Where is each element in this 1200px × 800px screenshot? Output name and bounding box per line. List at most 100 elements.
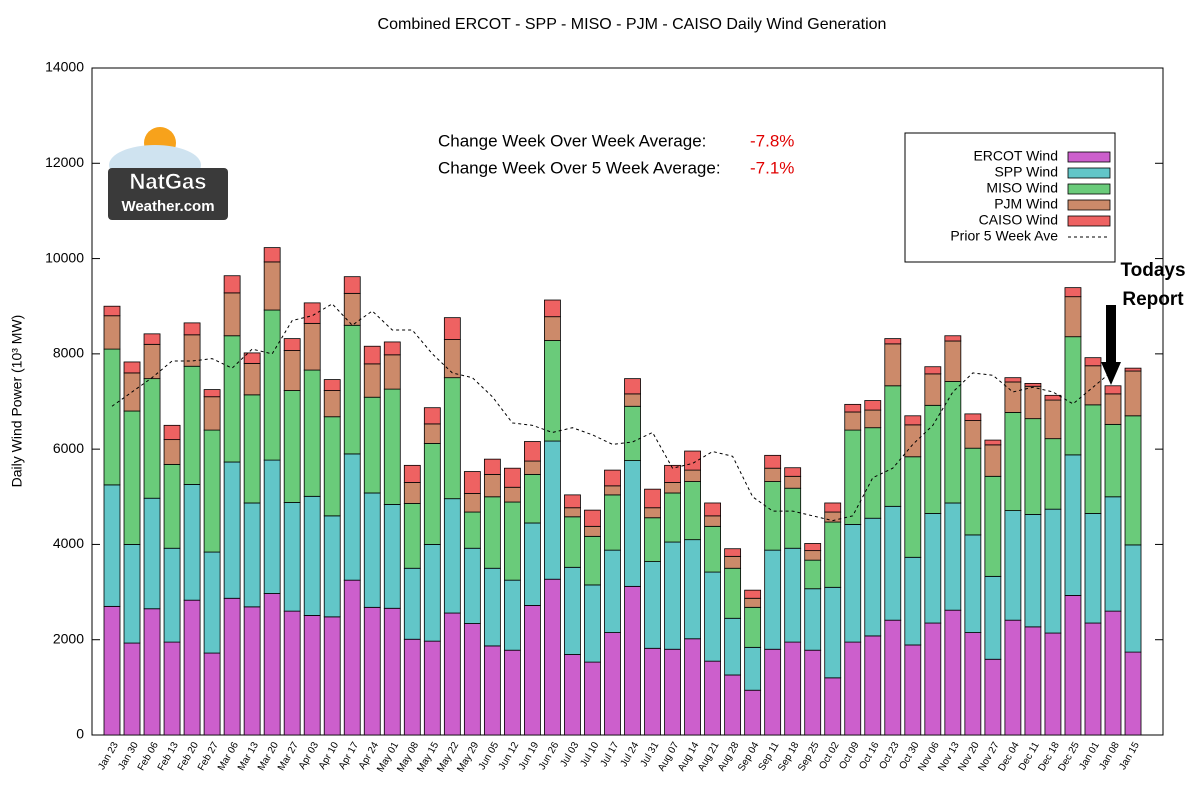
bar-segment	[183, 334, 201, 367]
legend-label: MISO Wind	[986, 180, 1058, 196]
y-tick-label: 0	[76, 726, 84, 742]
bar-segment	[183, 483, 201, 601]
bar-segment	[1024, 514, 1042, 628]
bar-segment	[624, 393, 641, 407]
bar-segment	[524, 473, 541, 524]
bar-segment	[443, 612, 461, 736]
report-arrow	[1101, 305, 1121, 385]
bar-segment	[964, 534, 982, 633]
bar-segment	[203, 551, 221, 654]
bar-segment	[383, 341, 401, 356]
legend-swatch	[1067, 183, 1111, 195]
legend-label: SPP Wind	[994, 164, 1058, 180]
bar-segment	[904, 556, 922, 646]
bar-segment	[604, 494, 621, 551]
bar-segment	[724, 617, 742, 676]
bar-segment	[824, 521, 842, 588]
x-tick-label: Jan 15	[1117, 740, 1142, 772]
bar-segment	[844, 403, 862, 413]
bar-segment	[143, 378, 161, 499]
bar-segment	[363, 396, 381, 494]
report-note: Todays	[1120, 260, 1185, 281]
bar-segment	[483, 496, 501, 569]
bar-segment	[203, 429, 221, 553]
bar-segment	[483, 567, 501, 647]
bar-segment	[243, 362, 261, 396]
bar-segment	[403, 503, 421, 569]
bar-segment	[1104, 393, 1122, 425]
bar-segment	[503, 579, 521, 651]
bar-segment	[864, 427, 882, 519]
bar-segment	[363, 345, 381, 365]
bar-segment	[363, 606, 381, 736]
bar-segment	[343, 276, 361, 294]
bar-segment	[784, 547, 802, 643]
y-tick-label: 2000	[53, 630, 84, 646]
bar-segment	[123, 361, 141, 374]
bar-segment	[163, 641, 181, 736]
bar-segment	[744, 689, 762, 736]
bar-segment	[1004, 377, 1022, 383]
bar-segment	[784, 487, 802, 549]
bar-segment	[564, 566, 581, 655]
bar-segment	[263, 593, 281, 736]
bar-segment	[564, 654, 581, 736]
bar-segment	[704, 660, 721, 736]
bar-segment	[904, 644, 922, 736]
bar-segment	[1124, 651, 1142, 736]
x-tick-label: Mar 27	[276, 740, 301, 773]
bar-segment	[423, 407, 441, 425]
bar-segment	[363, 492, 381, 608]
bar-segment	[744, 606, 762, 648]
bar-segment	[1064, 595, 1082, 736]
bar-segment	[243, 502, 261, 608]
legend-swatch	[1067, 215, 1111, 227]
bar-segment	[103, 484, 121, 607]
bar-segment	[664, 482, 681, 494]
bar-segment	[443, 377, 461, 500]
bar-segment	[463, 547, 481, 624]
bar-segment	[664, 541, 681, 650]
bar-segment	[884, 385, 902, 507]
bar-segment	[143, 497, 161, 610]
bar-segment	[243, 606, 261, 736]
bar-segment	[624, 405, 641, 461]
bar-segment	[323, 416, 341, 517]
bar-segment	[944, 502, 962, 611]
bar-segment	[323, 616, 341, 736]
bar-segment	[323, 390, 341, 418]
bar-segment	[283, 610, 301, 736]
y-tick-label: 8000	[53, 345, 84, 361]
bar-segment	[904, 415, 922, 426]
bar-segment	[423, 544, 441, 642]
bar-segment	[544, 340, 561, 442]
bar-segment	[684, 539, 701, 640]
bar-segment	[303, 615, 321, 736]
bar-segment	[964, 420, 982, 449]
bar-segment	[1064, 296, 1082, 338]
bar-segment	[263, 261, 281, 311]
bar-segment	[263, 247, 281, 263]
bar-segment	[544, 440, 561, 580]
bar-segment	[664, 464, 681, 483]
bar-segment	[744, 646, 762, 691]
bar-segment	[1104, 385, 1122, 395]
bar-segment	[243, 352, 261, 364]
chart-title: Combined ERCOT - SPP - MISO - PJM - CAIS…	[378, 16, 887, 33]
bar-segment	[644, 561, 661, 649]
bar-segment	[684, 450, 701, 471]
bar-segment	[864, 635, 882, 736]
bar-segment	[984, 475, 1002, 577]
annotation: Change Week Over Week Average:	[438, 131, 706, 150]
bar-segment	[1084, 404, 1102, 514]
bar-segment	[143, 333, 161, 345]
bar-segment	[904, 456, 922, 558]
bar-segment	[964, 413, 982, 421]
bar-segment	[323, 515, 341, 618]
annotation-value: -7.8%	[750, 131, 794, 150]
bar-segment	[804, 550, 822, 561]
x-tick-label: Jul 03	[558, 740, 581, 769]
bar-segment	[684, 481, 701, 541]
bar-segment	[283, 350, 301, 391]
